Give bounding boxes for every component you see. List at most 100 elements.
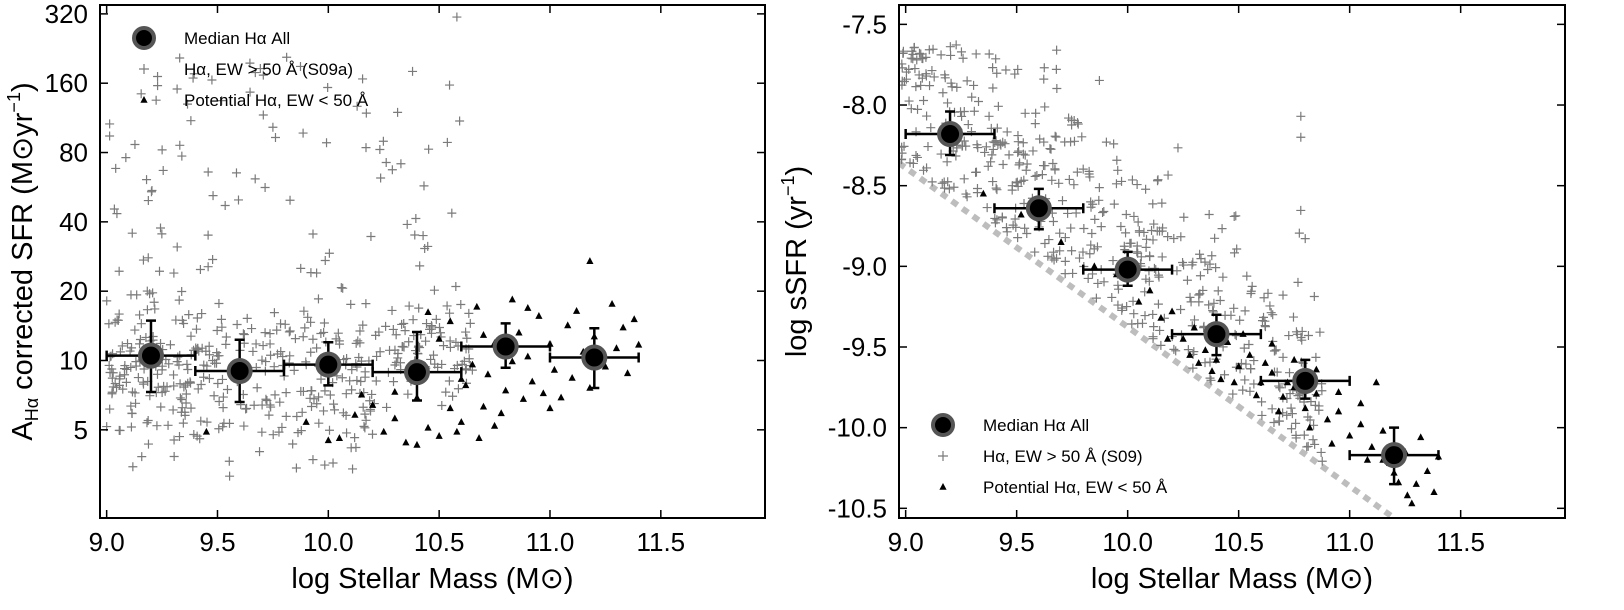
plus-point xyxy=(1314,405,1324,415)
plus-point xyxy=(296,263,306,273)
plus-point xyxy=(448,391,458,401)
plus-point xyxy=(958,53,968,63)
plus-point xyxy=(247,324,257,334)
plus-point xyxy=(1060,137,1070,147)
plus-point xyxy=(963,120,973,130)
plus-point xyxy=(1287,409,1297,419)
triangle-point xyxy=(1368,443,1376,450)
plus-point xyxy=(451,337,461,347)
plus-point xyxy=(403,389,413,399)
plus-point xyxy=(172,242,182,252)
median-point xyxy=(1348,426,1440,486)
plus-point xyxy=(342,428,352,438)
plus-point xyxy=(1022,229,1032,239)
triangle-point xyxy=(564,321,572,329)
plus-point xyxy=(299,306,309,316)
plus-point xyxy=(1085,249,1095,259)
plus-point xyxy=(126,290,136,300)
plus-point xyxy=(1094,183,1104,193)
plus-point xyxy=(1310,439,1320,449)
triangle-point xyxy=(435,432,443,439)
plus-point xyxy=(1013,64,1023,74)
plus-point xyxy=(337,373,347,383)
plus-point xyxy=(291,463,301,473)
plus-point xyxy=(1048,216,1058,226)
median-point xyxy=(194,338,286,404)
plus-point xyxy=(913,104,923,114)
plus-point xyxy=(1156,340,1166,350)
plus-point xyxy=(1030,119,1040,129)
plus-point xyxy=(360,367,370,377)
y-tick-label: -7.5 xyxy=(842,9,887,39)
legend-label: Hα, EW > 50 Å (S09) xyxy=(983,447,1143,466)
plus-point xyxy=(177,151,187,161)
plus-point xyxy=(375,144,385,154)
plus-point xyxy=(1155,325,1165,335)
triangle-point xyxy=(1306,423,1314,431)
plus-point xyxy=(306,317,316,327)
plus-point xyxy=(435,328,445,338)
plus-point xyxy=(1086,202,1096,212)
plus-point xyxy=(189,69,199,79)
plus-point xyxy=(278,352,288,362)
y-tick-label: -9.5 xyxy=(842,332,887,362)
plus-point xyxy=(111,163,121,173)
plus-point xyxy=(1242,271,1252,281)
triangle-point xyxy=(1179,334,1187,342)
plus-point xyxy=(136,89,146,99)
plus-point xyxy=(438,341,448,351)
plus-point xyxy=(936,50,946,60)
plus-point xyxy=(464,308,474,318)
plus-point xyxy=(320,386,330,396)
plus-point xyxy=(341,389,351,399)
plus-point xyxy=(1021,165,1031,175)
plus-point xyxy=(967,92,977,102)
triangle-point xyxy=(424,308,432,316)
median-marker xyxy=(403,359,430,386)
plus-point xyxy=(988,63,998,73)
plus-point xyxy=(367,429,377,439)
plus-point xyxy=(1018,149,1028,159)
triangle-point xyxy=(402,438,410,446)
plus-point xyxy=(1303,441,1313,451)
plus-point xyxy=(1260,322,1270,332)
plus-point xyxy=(1229,248,1239,258)
y-axis-label-close: ) xyxy=(7,82,39,92)
median-point xyxy=(904,110,996,157)
triangle-point xyxy=(357,390,366,398)
plus-point xyxy=(352,101,362,111)
triangle-point xyxy=(475,434,483,441)
plus-point xyxy=(1148,309,1158,319)
plus-point xyxy=(1206,375,1216,385)
legend-item-median: Median Hα All xyxy=(132,26,290,50)
plus-point xyxy=(186,403,196,413)
plus-point xyxy=(1176,232,1186,242)
plus-point xyxy=(213,378,223,388)
plus-point xyxy=(442,137,452,147)
y-tick-label: -9.0 xyxy=(842,251,887,281)
plus-point xyxy=(997,212,1007,222)
plus-point xyxy=(319,318,329,328)
x-tick-label: 11.0 xyxy=(1325,527,1374,557)
plus-point xyxy=(1182,275,1192,285)
plus-point xyxy=(195,265,205,275)
plus-point xyxy=(320,255,330,265)
plus-point xyxy=(919,96,929,106)
plus-point xyxy=(1249,356,1259,366)
plus-point xyxy=(121,377,131,387)
plus-point xyxy=(110,379,120,389)
plus-point xyxy=(1153,175,1163,185)
plus-point xyxy=(988,83,998,93)
plus-point xyxy=(1204,300,1214,310)
plus-point xyxy=(323,82,333,92)
triangle-point xyxy=(528,377,536,385)
plus-point xyxy=(1306,397,1316,407)
plus-point xyxy=(298,386,308,396)
plus-point xyxy=(1038,161,1048,171)
plus-point xyxy=(1189,347,1199,357)
plus-point xyxy=(282,52,292,62)
plus-point xyxy=(1204,210,1214,220)
plus-point xyxy=(160,386,170,396)
plus-point xyxy=(186,116,196,126)
plus-point xyxy=(433,362,443,372)
